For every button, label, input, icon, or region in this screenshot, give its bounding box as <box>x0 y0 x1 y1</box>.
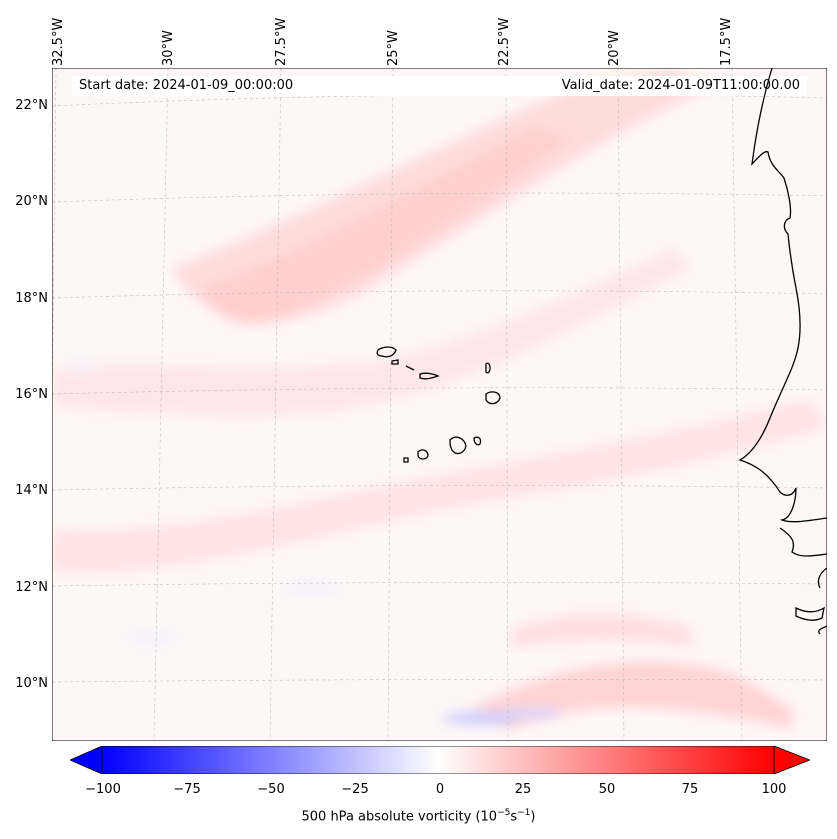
lat-label-10n: 10°N <box>15 676 48 691</box>
lon-label-30w: 30°W <box>161 30 176 66</box>
colorbar-tick: 50 <box>598 782 616 797</box>
lon-label-25w: 25°W <box>386 30 401 66</box>
colorbar-tick: −25 <box>341 782 369 797</box>
colorbar-tick: −100 <box>85 782 121 797</box>
colorbar-gradient <box>101 746 775 774</box>
colorbar-tick: 0 <box>435 782 445 797</box>
lat-label-22n: 22°N <box>15 98 48 113</box>
header-band <box>72 76 807 96</box>
lat-label-20n: 20°N <box>15 194 48 209</box>
colorbar-tick: 100 <box>761 782 787 797</box>
lon-label-17-5w: 17.5°W <box>719 17 734 66</box>
negative-vorticity <box>62 364 562 724</box>
colorbar-max-arrow <box>773 746 810 774</box>
colorbar-min-arrow <box>70 746 103 774</box>
lon-label-20w: 20°W <box>607 30 622 66</box>
lon-label-32-5w: 32.5°W <box>51 17 66 66</box>
lon-label-27-5w: 27.5°W <box>274 17 289 66</box>
colorbar-tick: 25 <box>514 782 532 797</box>
valid-date-text: Valid_date: 2024-01-09T11:00:00.00 <box>561 78 800 93</box>
coastline <box>376 68 827 635</box>
colorbar-label: 500 hPa absolute vorticity (10−5s−1) <box>301 808 536 825</box>
vorticity-fill <box>52 68 827 728</box>
colorbar <box>70 746 810 774</box>
vorticity-map <box>52 68 827 741</box>
start-date-text: Start date: 2024-01-09_00:00:00 <box>79 78 294 93</box>
graticule <box>52 68 827 741</box>
colorbar-tick: 75 <box>681 782 699 797</box>
lat-label-16n: 16°N <box>15 387 48 402</box>
colorbar-tick: −50 <box>257 782 285 797</box>
colorbar-tick: −75 <box>173 782 201 797</box>
lon-label-22-5w: 22.5°W <box>497 17 512 66</box>
lat-label-14n: 14°N <box>15 483 48 498</box>
lat-label-12n: 12°N <box>15 580 48 595</box>
lat-label-18n: 18°N <box>15 291 48 306</box>
